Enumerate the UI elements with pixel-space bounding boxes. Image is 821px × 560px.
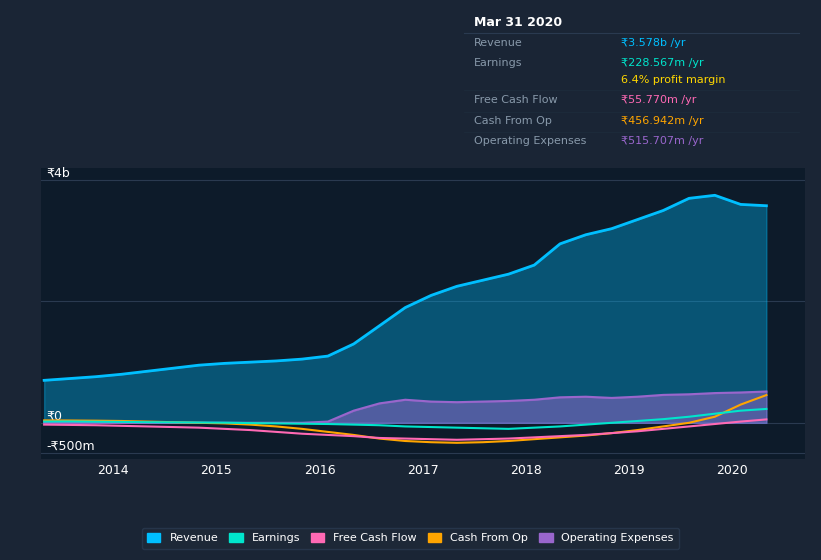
Text: ₹4b: ₹4b: [46, 167, 70, 180]
Text: Mar 31 2020: Mar 31 2020: [474, 16, 562, 29]
Text: Operating Expenses: Operating Expenses: [474, 136, 586, 146]
Text: ₹456.942m /yr: ₹456.942m /yr: [621, 116, 704, 126]
Text: Earnings: Earnings: [474, 58, 522, 68]
Text: ₹228.567m /yr: ₹228.567m /yr: [621, 58, 704, 68]
Text: ₹3.578b /yr: ₹3.578b /yr: [621, 38, 686, 48]
Text: Cash From Op: Cash From Op: [474, 116, 552, 126]
Text: Revenue: Revenue: [474, 38, 523, 48]
Text: 6.4% profit margin: 6.4% profit margin: [621, 74, 726, 85]
Text: ₹55.770m /yr: ₹55.770m /yr: [621, 95, 697, 105]
Text: Free Cash Flow: Free Cash Flow: [474, 95, 557, 105]
Text: -₹500m: -₹500m: [46, 440, 95, 453]
Legend: Revenue, Earnings, Free Cash Flow, Cash From Op, Operating Expenses: Revenue, Earnings, Free Cash Flow, Cash …: [141, 528, 680, 549]
Text: ₹515.707m /yr: ₹515.707m /yr: [621, 136, 704, 146]
Text: ₹0: ₹0: [46, 410, 62, 423]
